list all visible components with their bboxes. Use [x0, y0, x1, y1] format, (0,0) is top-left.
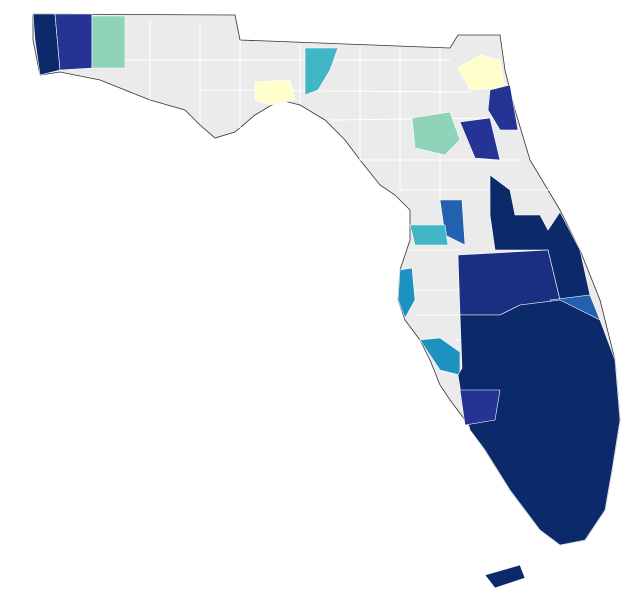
county — [419, 337, 461, 376]
county — [304, 47, 339, 96]
county — [457, 299, 621, 546]
county — [411, 111, 461, 156]
county — [484, 564, 526, 589]
county — [409, 224, 449, 246]
county-border — [199, 89, 471, 93]
county — [91, 15, 126, 69]
county — [32, 13, 61, 76]
county — [459, 389, 501, 426]
county — [254, 79, 296, 106]
county — [54, 13, 93, 71]
county — [457, 54, 506, 91]
county — [397, 267, 416, 319]
county — [459, 117, 501, 161]
county — [487, 84, 519, 131]
county — [489, 174, 591, 301]
